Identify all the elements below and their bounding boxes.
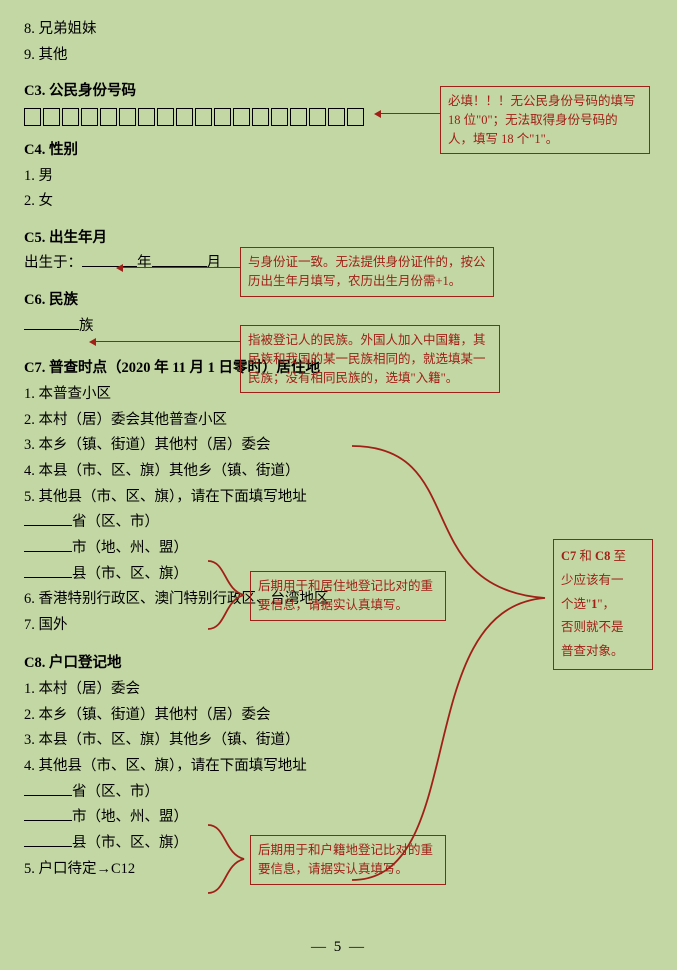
c6-blank[interactable] [24,315,79,330]
c7-c8-side-note: C7 和 C8 至 少应该有一 个选"1"， 否则就不是 普查对象。 [553,539,653,670]
id-digit-box[interactable] [100,108,117,126]
id-digit-box[interactable] [271,108,288,126]
c7-opt-4: 4. 本县（市、区、旗）其他乡（镇、街道） [24,459,653,484]
id-digit-box[interactable] [81,108,98,126]
c8-opt-1: 1. 本村（居）委会 [24,677,653,702]
id-digit-box[interactable] [138,108,155,126]
id-digit-box[interactable] [328,108,345,126]
id-digit-box[interactable] [157,108,174,126]
item-8: 8. 兄弟姐妹 [24,17,653,42]
c8-addr-1-blank[interactable] [24,781,72,796]
id-digit-box[interactable] [24,108,41,126]
c7-opt-5: 5. 其他县（市、区、旗），请在下面填写地址 [24,485,653,510]
id-digit-box[interactable] [214,108,231,126]
c4-opt-1: 1. 男 [24,164,653,189]
c8-addr-1: 省（区、市） [24,780,653,805]
c3-arrow [380,113,440,114]
c3-note: 必填！！！无公民身份号码的填写 18 位"0"；无法取得身份号码的人，填写 18… [440,86,650,154]
c8-opt-2: 2. 本乡（镇、街道）其他村（居）委会 [24,703,653,728]
c7-c8-big-brace [350,418,550,908]
c7-addr-brace [206,556,250,634]
c5-arrow [122,267,240,268]
id-digit-box[interactable] [347,108,364,126]
c8-addr-2: 市（地、州、盟） [24,805,653,830]
c8-addr-2-blank[interactable] [24,807,72,822]
c5-born-prefix: 出生于： [24,255,82,271]
page-number: — 5 — [0,935,677,961]
c7-addr-1-blank[interactable] [24,512,72,527]
c6-note: 指被登记人的民族。外国人加入中国籍，其民族和我国的某一民族相同的，就选填某一民族… [240,325,500,393]
id-digit-box[interactable] [119,108,136,126]
c8-opt-3: 3. 本县（市、区、旗）其他乡（镇、街道） [24,728,653,753]
c5-year-blank[interactable] [82,253,137,268]
id-digit-box[interactable] [176,108,193,126]
c5-year-label: 年 [137,255,152,271]
id-digit-box[interactable] [309,108,326,126]
c7-addr-3-blank[interactable] [24,563,72,578]
c5-month-label: 月 [207,255,222,271]
item-9: 9. 其他 [24,43,653,68]
c5-note: 与身份证一致。无法提供身份证件的，按公历出生年月填写，农历出生月份需+1。 [240,247,494,297]
c8-addr-3-blank[interactable] [24,832,72,847]
id-digit-box[interactable] [43,108,60,126]
c7-opt-3: 3. 本乡（镇、街道）其他村（居）委会 [24,433,653,458]
c7-opt-2: 2. 本村（居）委会其他普查小区 [24,408,653,433]
id-digit-box[interactable] [62,108,79,126]
c5-month-blank[interactable] [152,253,207,268]
c8-addr-brace [206,820,250,898]
c8-opt-4: 4. 其他县（市、区、旗），请在下面填写地址 [24,754,653,779]
id-digit-box[interactable] [290,108,307,126]
form-page: 8. 兄弟姐妹 9. 其他 C3. 公民身份号码 C4. 性别 1. 男 2. … [0,0,677,970]
id-digit-box[interactable] [233,108,250,126]
c6-arrow [95,341,240,342]
c6-suffix: 族 [79,318,94,334]
c7-addr-1: 省（区、市） [24,510,653,535]
c7-addr-2-blank[interactable] [24,537,72,552]
c4-opt-2: 2. 女 [24,189,653,214]
id-digit-box[interactable] [252,108,269,126]
id-digit-box[interactable] [195,108,212,126]
